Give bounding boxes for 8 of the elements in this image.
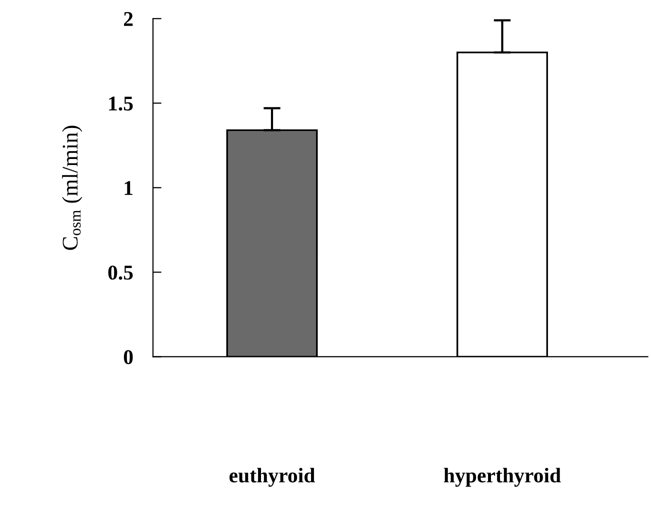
y-tick-label: 0: [124, 350, 133, 364]
y-axis-title: C$_{osm}$ (ml/min): [62, 126, 82, 250]
x-tick-label: hyperthyroid: [444, 468, 561, 487]
y-tick-label: 0.5: [108, 266, 133, 280]
y-tick-label: 1.5: [109, 96, 133, 111]
y-tick-label: 2: [124, 12, 133, 26]
y-tick-label: 1: [124, 181, 132, 195]
x-tick-label: euthyroid: [230, 468, 316, 487]
